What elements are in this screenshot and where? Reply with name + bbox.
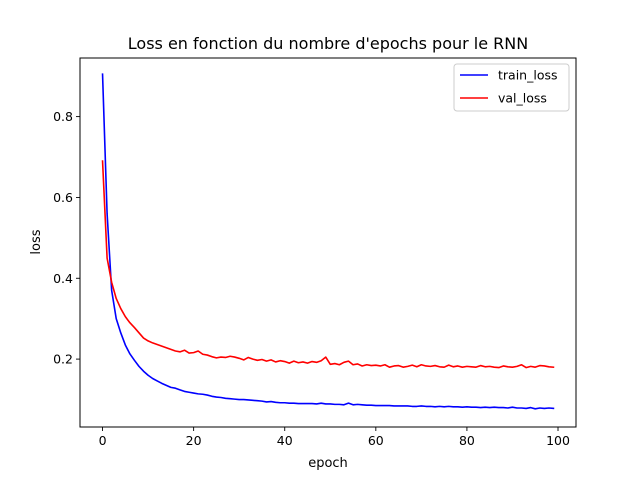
y-tick-label: 0.6 <box>53 190 73 205</box>
x-tick-label: 100 <box>546 433 570 448</box>
x-tick-label: 80 <box>459 433 475 448</box>
plot-area <box>79 57 577 428</box>
legend: train_loss val_loss <box>453 63 570 112</box>
y-axis-title: loss <box>29 229 44 254</box>
x-tick-label: 60 <box>368 433 384 448</box>
legend-label-val_loss: val_loss <box>498 91 547 106</box>
y-tick-label: 0.8 <box>53 109 73 124</box>
y-tick-label: 0.4 <box>53 271 73 286</box>
x-tick-label: 0 <box>99 433 107 448</box>
chart-title: Loss en fonction du nombre d'epochs pour… <box>128 34 528 53</box>
y-tick-label: 0.2 <box>53 352 73 367</box>
plot-background <box>80 58 576 427</box>
legend-label-train_loss: train_loss <box>498 68 558 83</box>
x-tick-label: 40 <box>277 433 293 448</box>
x-axis-title: epoch <box>308 456 348 471</box>
y-axis: 0.2 0.4 0.6 0.8 <box>53 109 80 367</box>
series-line-val_loss <box>101 160 555 369</box>
plot-frame <box>79 57 577 428</box>
series-layer <box>101 73 555 410</box>
series-line-train_loss <box>101 73 555 410</box>
x-axis: 0 20 40 60 80 100 <box>99 427 570 448</box>
x-tick-label: 20 <box>186 433 202 448</box>
